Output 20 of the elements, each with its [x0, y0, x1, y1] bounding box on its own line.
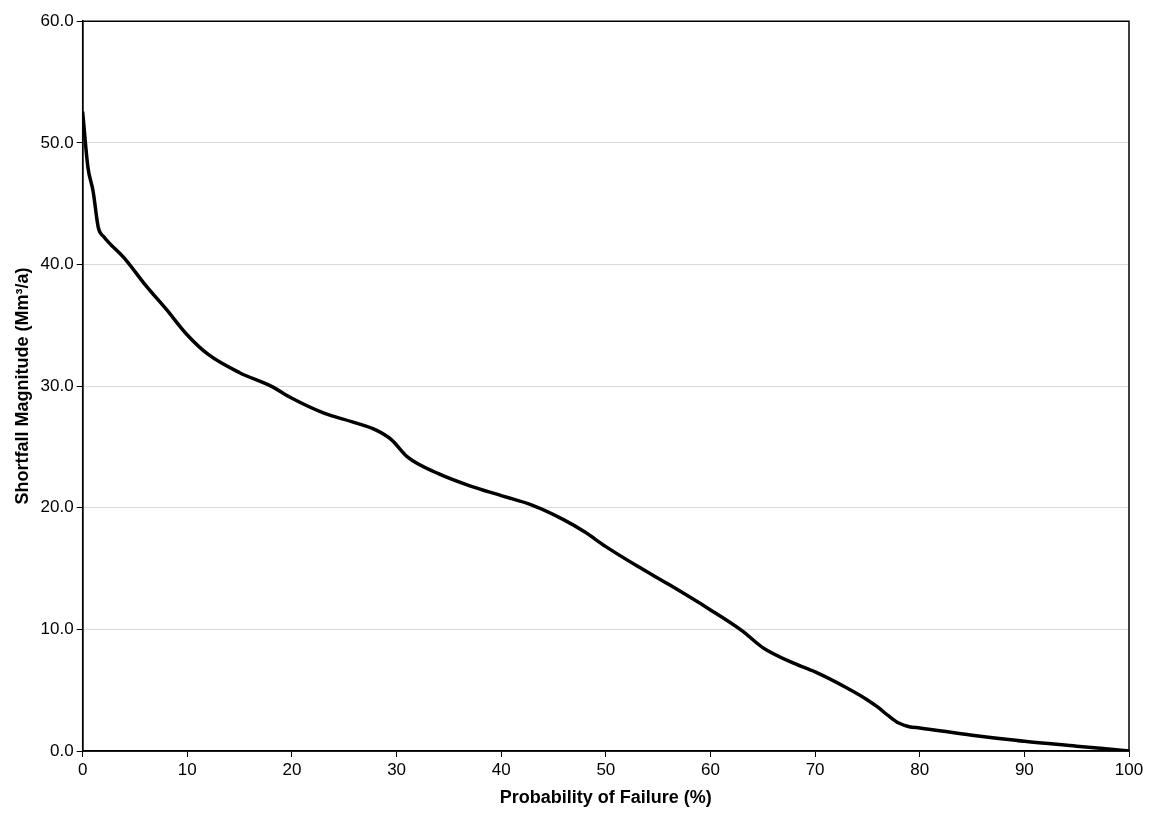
y-tick-label: 10.0 — [40, 619, 74, 639]
x-tick-label: 40 — [491, 759, 511, 779]
x-tick-label: 70 — [805, 759, 825, 779]
y-tick-label: 50.0 — [40, 132, 74, 152]
y-tick-label: 40.0 — [40, 254, 74, 274]
x-tick-label: 60 — [701, 759, 720, 779]
x-axis-title: Probability of Failure (%) — [499, 787, 712, 808]
x-tick-label: 0 — [77, 759, 88, 779]
x-tick-label: 80 — [910, 759, 930, 779]
x-tick-label: 20 — [282, 759, 302, 779]
x-tick-label: 10 — [177, 759, 197, 779]
x-tick-label: 50 — [596, 759, 616, 779]
y-tick-label: 0.0 — [50, 740, 74, 760]
y-tick-label: 20.0 — [40, 497, 74, 517]
x-tick-label: 100 — [1114, 759, 1144, 779]
y-tick-label: 60.0 — [40, 10, 74, 30]
y-tick-label: 30.0 — [40, 375, 74, 395]
y-axis-title: Shortfall Magnitude (Mm³/a) — [11, 267, 32, 505]
x-tick-label: 90 — [1014, 759, 1034, 779]
x-tick-label: 30 — [387, 759, 407, 779]
